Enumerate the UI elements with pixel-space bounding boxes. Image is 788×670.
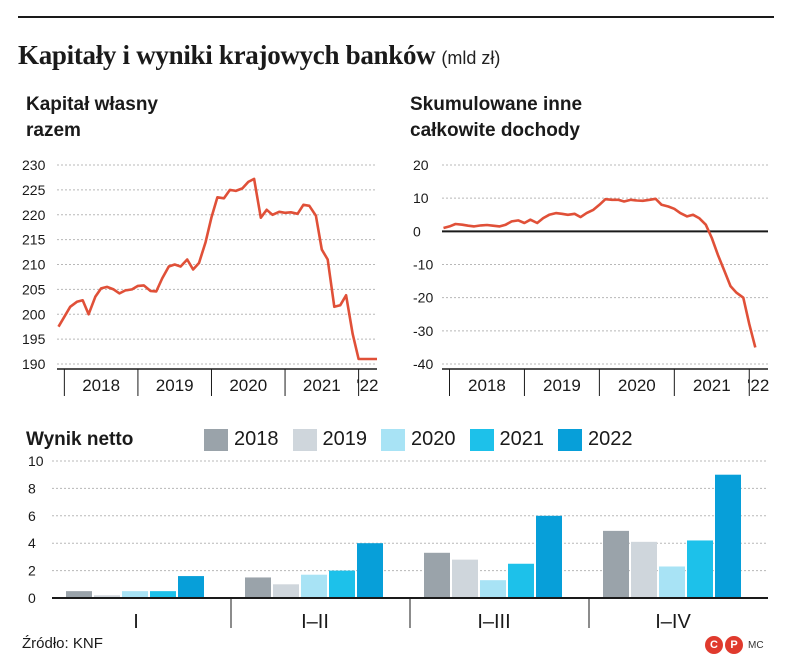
- netincome-category-label: I–III: [477, 611, 510, 633]
- legend: 2018 2019 2020 2021 2022: [204, 428, 647, 451]
- legend-label-2022: 2022: [588, 428, 633, 450]
- top-rule: [18, 16, 774, 18]
- capital-series-line: [57, 177, 377, 361]
- legend-label-2019: 2019: [322, 428, 368, 450]
- legend-swatch-2018: [204, 428, 228, 451]
- capital-ytick-label: 215: [22, 232, 46, 248]
- income-title-line-1: Skumulowane inne: [410, 94, 583, 115]
- income-series-line: [443, 197, 757, 348]
- legend-label-2021: 2021: [499, 428, 545, 450]
- income-xtick-label: 2021: [693, 376, 731, 395]
- netincome-category-label: I: [133, 611, 139, 633]
- copyright-icon: C: [705, 636, 723, 654]
- legend-swatch-2021: [469, 428, 494, 451]
- capital-xtick-label: 2021: [303, 376, 341, 395]
- bar-2018-2: [424, 552, 450, 598]
- income-ytick-label: 0: [413, 223, 421, 239]
- bar-2021-1: [329, 570, 355, 598]
- source-note: Źródło: KNF: [22, 635, 103, 652]
- capital-xtick-label: '22: [356, 376, 378, 395]
- netincome-ytick-label: 0: [28, 590, 36, 606]
- netincome-category-label: I–II: [301, 611, 329, 633]
- legend-label-2018: 2018: [234, 428, 279, 450]
- capital-ytick-label: 195: [22, 331, 46, 347]
- income-ytick-label: -20: [413, 290, 433, 306]
- netincome-ytick-label: 6: [28, 508, 36, 524]
- capital-xtick-label: 2018: [82, 376, 120, 395]
- bar-2019-0: [94, 595, 120, 598]
- capital-xtick-label: 2020: [229, 376, 267, 395]
- legend-swatch-2019: [292, 428, 317, 451]
- income-ytick-label: -30: [413, 323, 433, 339]
- legend-item-2020: 2020: [381, 428, 456, 451]
- netincome-ytick-label: 2: [28, 563, 36, 579]
- capital-ytick-label: 190: [22, 356, 46, 372]
- legend-swatch-2020: [381, 428, 405, 451]
- legend-swatch-2022: [558, 428, 582, 451]
- bar-2020-0: [122, 591, 148, 598]
- capital-chart-title: Kapitał własny razem: [26, 92, 326, 144]
- income-ytick-label: 20: [413, 157, 429, 173]
- capital-ytick-label: 205: [22, 281, 46, 297]
- bar-2020-1: [301, 574, 327, 598]
- publisher-logo: C P MC: [705, 636, 764, 654]
- legend-item-2022: 2022: [558, 428, 633, 451]
- net-income-title: Wynik netto: [26, 429, 134, 450]
- capital-title-line-1: Kapitał własny: [26, 94, 158, 115]
- unit-label: (mld zł): [441, 48, 501, 68]
- header: Kapitały i wyniki krajowych banków (mld z…: [18, 40, 500, 71]
- bar-2022-2: [536, 515, 562, 598]
- capital-ytick-label: 230: [22, 157, 46, 173]
- netincome-ytick-label: 10: [28, 453, 44, 469]
- bar-2022-0: [178, 576, 204, 598]
- legend-item-2019: 2019: [292, 428, 368, 451]
- income-xtick-label: 2020: [618, 376, 656, 395]
- bar-2018-3: [603, 530, 629, 598]
- netincome-ytick-label: 8: [28, 480, 36, 496]
- bar-2020-2: [480, 580, 506, 598]
- bar-2018-1: [245, 577, 271, 598]
- bar-2020-3: [659, 566, 685, 598]
- income-chart-title: Skumulowane inne całkowite dochody: [410, 92, 710, 144]
- bar-2021-3: [687, 540, 713, 598]
- sound-recording-copyright-icon: P: [725, 636, 743, 654]
- capital-ytick-label: 225: [22, 182, 46, 198]
- netincome-ytick-label: 4: [28, 535, 36, 551]
- income-ytick-label: -10: [413, 257, 433, 273]
- bar-2018-0: [66, 591, 92, 598]
- income-xtick-label: 2019: [543, 376, 581, 395]
- income-ytick-label: 10: [413, 190, 429, 206]
- capital-ytick-label: 200: [22, 306, 46, 322]
- bar-2022-1: [357, 543, 383, 598]
- legend-item-2018: 2018: [204, 428, 279, 451]
- bar-2021-0: [150, 591, 176, 598]
- bar-2021-2: [508, 563, 534, 598]
- author-initials: MC: [748, 639, 764, 651]
- income-title-line-2: całkowite dochody: [410, 120, 580, 141]
- bar-2019-3: [631, 541, 657, 598]
- bar-2019-2: [452, 559, 478, 598]
- income-xtick-label: 2018: [468, 376, 506, 395]
- income-xtick-label: '22: [747, 376, 769, 395]
- capital-title-line-2: razem: [26, 120, 81, 141]
- income-ytick-label: -40: [413, 356, 433, 372]
- capital-ytick-label: 210: [22, 257, 46, 273]
- capital-xtick-label: 2019: [156, 376, 194, 395]
- bar-2022-3: [715, 474, 741, 598]
- legend-label-2020: 2020: [411, 428, 456, 450]
- bar-2019-1: [273, 584, 299, 598]
- capital-ytick-label: 220: [22, 207, 46, 223]
- netincome-category-label: I–IV: [655, 611, 691, 633]
- legend-item-2021: 2021: [469, 428, 545, 451]
- page-title: Kapitały i wyniki krajowych banków: [18, 40, 436, 70]
